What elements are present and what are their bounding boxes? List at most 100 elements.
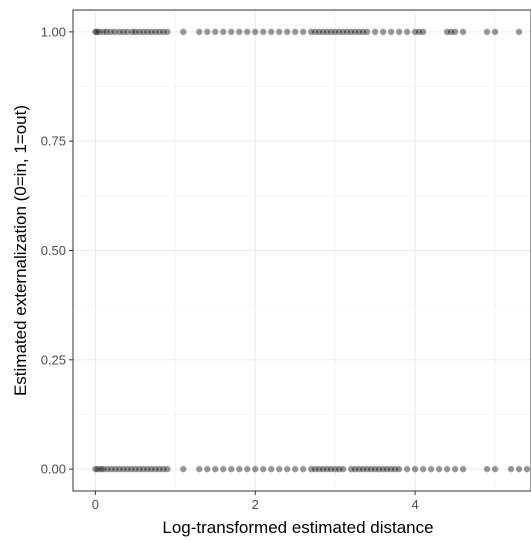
data-point — [144, 465, 151, 473]
data-point — [491, 465, 499, 473]
data-point — [323, 28, 331, 36]
data-point — [379, 28, 387, 36]
data-point — [276, 465, 283, 473]
data-point — [323, 465, 331, 473]
data-point — [419, 28, 427, 36]
data-point — [419, 465, 427, 473]
data-point — [359, 465, 367, 473]
data-point — [180, 28, 187, 36]
data-point — [459, 465, 467, 473]
data-point — [148, 28, 155, 36]
grid-lines — [73, 10, 531, 491]
data-point — [292, 465, 299, 473]
data-point — [371, 28, 379, 36]
data-point — [515, 28, 523, 36]
y-tick-label: 0.00 — [41, 462, 66, 477]
data-point — [375, 465, 383, 473]
data-point — [319, 465, 327, 473]
data-points — [92, 28, 531, 473]
data-point — [120, 465, 127, 473]
data-point — [363, 28, 371, 36]
data-point — [459, 28, 467, 36]
data-point — [523, 465, 531, 473]
data-point — [136, 28, 143, 36]
x-tick-label: 0 — [92, 497, 99, 512]
data-point — [307, 28, 315, 36]
data-point — [284, 465, 291, 473]
data-point — [335, 465, 343, 473]
data-point — [236, 465, 243, 473]
data-point — [415, 28, 423, 36]
data-point — [315, 28, 323, 36]
data-point — [443, 28, 451, 36]
data-point — [507, 465, 515, 473]
data-point — [363, 465, 371, 473]
data-point — [451, 465, 459, 473]
data-point — [284, 28, 291, 36]
data-point — [371, 465, 379, 473]
data-point — [276, 28, 283, 36]
data-point — [124, 28, 131, 36]
data-point — [228, 465, 235, 473]
data-point — [136, 465, 143, 473]
data-point — [311, 28, 319, 36]
data-point — [367, 465, 375, 473]
data-point — [331, 465, 339, 473]
data-point — [196, 28, 203, 36]
data-point — [447, 28, 455, 36]
data-point — [347, 28, 355, 36]
data-point — [140, 28, 147, 36]
axis-ticks: 0 2 4 0.00 0.25 0.50 0.75 1.00 — [41, 24, 419, 512]
data-point — [92, 28, 99, 36]
data-point — [339, 465, 347, 473]
data-point — [164, 28, 171, 36]
data-point — [411, 465, 419, 473]
data-point — [164, 465, 171, 473]
data-point — [148, 465, 155, 473]
data-point — [128, 28, 136, 36]
data-point — [120, 28, 127, 36]
data-point — [347, 465, 355, 473]
data-point — [196, 465, 203, 473]
data-point — [311, 465, 319, 473]
data-point — [97, 465, 105, 473]
data-point — [160, 28, 167, 36]
data-point — [93, 28, 101, 36]
y-tick-label: 1.00 — [41, 24, 66, 39]
data-point — [212, 465, 219, 473]
data-point — [427, 465, 435, 473]
data-point — [204, 465, 211, 473]
y-tick-label: 0.25 — [41, 352, 66, 367]
data-point — [96, 28, 103, 36]
data-point — [156, 465, 163, 473]
y-tick-label: 0.50 — [41, 243, 66, 258]
data-point — [112, 465, 119, 473]
data-point — [220, 465, 227, 473]
data-point — [107, 28, 114, 36]
data-point — [252, 28, 259, 36]
data-point — [244, 28, 251, 36]
data-point — [144, 28, 151, 36]
data-point — [152, 465, 159, 473]
data-point — [395, 465, 403, 473]
data-point — [116, 465, 123, 473]
data-point — [268, 465, 275, 473]
data-point — [108, 465, 115, 473]
data-point — [435, 465, 443, 473]
data-point — [104, 465, 111, 473]
data-point — [111, 28, 118, 36]
data-point — [327, 28, 335, 36]
data-point — [327, 465, 335, 473]
data-point — [204, 28, 211, 36]
data-point — [299, 465, 307, 473]
data-point — [335, 28, 343, 36]
data-point — [152, 28, 159, 36]
x-tick-label: 4 — [411, 497, 418, 512]
data-point — [339, 28, 347, 36]
data-point — [100, 465, 107, 473]
data-point — [411, 28, 419, 36]
data-point — [132, 28, 139, 36]
y-tick-label: 0.75 — [41, 134, 66, 149]
y-axis-title: Estimated externalization (0=in, 1=out) — [11, 105, 30, 396]
